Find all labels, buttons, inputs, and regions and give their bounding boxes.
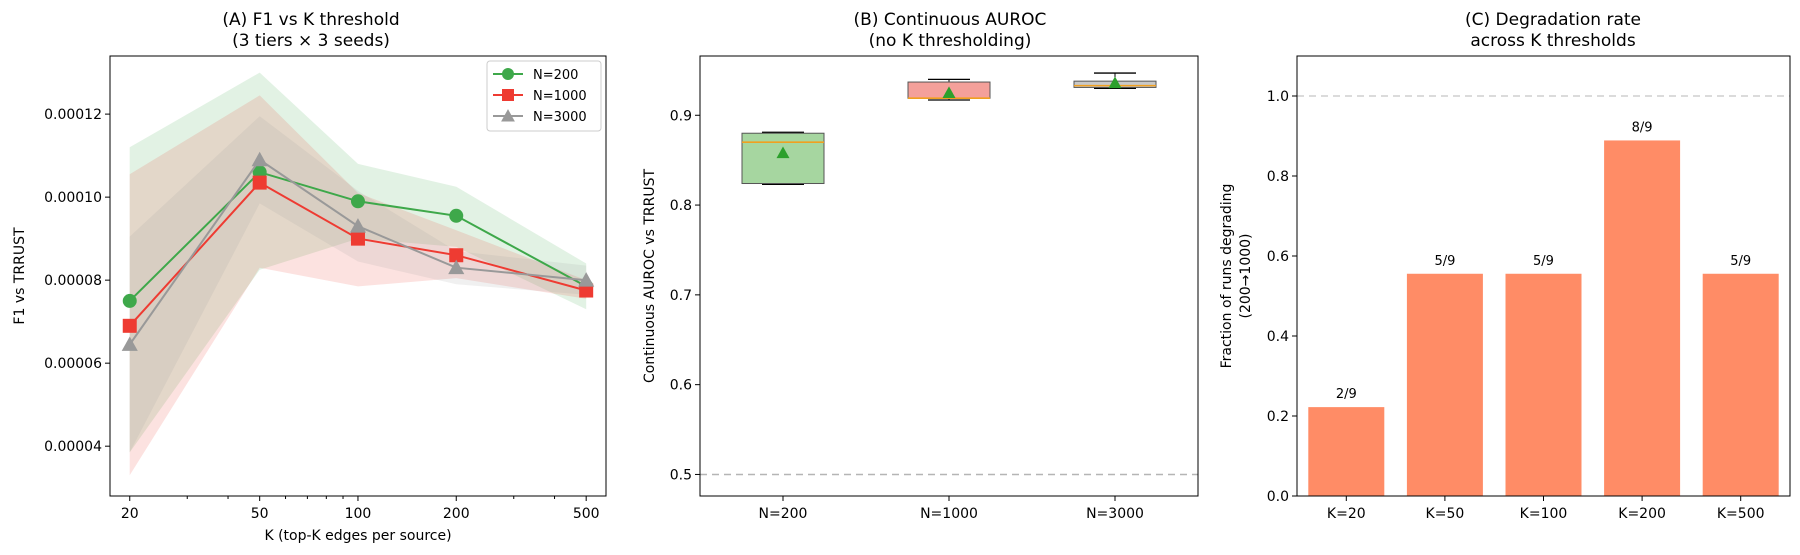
point-series-1-4 [579,283,594,298]
data-label-3: 8/9 [1632,120,1653,135]
point-series-2-2 [349,218,367,233]
legend-marker-2 [501,109,515,122]
x-tick-label-0: K=20 [1327,506,1366,522]
point-series-1-0 [122,318,137,333]
panel-b-title: (B) Continuous AUROC [854,10,1047,30]
panel-b-axes-frame [699,55,1199,497]
panel-a-x-label: K (top-K edges per source) [264,528,451,544]
legend-label-1: N=1000 [533,89,587,104]
legend-frame [486,60,602,132]
point-series-0-3 [449,208,464,223]
panel-b-y-ticks: 0.5 0.6 0.7 0.8 0.9 [670,108,700,483]
y-tick-label-5: 1.0 [1267,89,1289,105]
data-label-2: 5/9 [1533,254,1554,269]
panel-a-y-ticks: 0.00004 0.00006 0.00008 0.00010 0.00012 [44,107,110,455]
point-series-2-1 [251,151,268,167]
panel-b-y-label: Continuous AUROC vs TRRUST [642,169,658,383]
y-tick-label-1: 0.2 [1267,409,1289,425]
panel-c-x-ticks: K=20 K=50 K=100 K=200 K=500 [1327,496,1765,522]
y-tick-label-4: 0.00012 [44,107,102,123]
band-series-1 [129,95,587,476]
point-series-1-1 [252,175,267,190]
box-0 [741,132,825,185]
y-tick-label-3: 0.00010 [44,190,102,206]
y-tick-label-2: 0.7 [670,288,692,304]
x-tick-label-4: K=500 [1717,506,1765,522]
y-tick-label-2: 0.00008 [44,273,102,289]
box-mean-marker-2 [1108,76,1122,89]
x-tick-label-2: 100 [345,506,372,522]
panel-b-boxes [741,72,1157,186]
y-tick-label-3: 0.8 [670,198,692,214]
panel-a: (A) F1 vs K threshold (3 tiers × 3 seeds… [12,10,607,544]
data-label-4: 5/9 [1730,254,1751,269]
y-tick-label-1: 0.00006 [44,356,102,372]
panel-a-x-ticks: 20 50 100 200 500 [121,496,600,522]
panel-b: (B) Continuous AUROC (no K thresholding)… [642,10,1199,522]
point-series-2-4 [578,272,595,287]
point-series-2-3 [448,259,465,275]
panel-c-title: (C) Degradation rate [1465,10,1641,30]
x-tick-label-3: 200 [443,506,470,522]
legend-marker-1 [502,89,514,101]
bar-2 [1505,273,1582,496]
legend-label-2: N=3000 [533,110,587,125]
panel-c-subtitle: across K thresholds [1470,31,1636,51]
box-mean-marker-0 [776,146,790,159]
y-tick-label-0: 0.00004 [44,439,102,455]
panel-a-subtitle: (3 tiers × 3 seeds) [232,31,390,51]
x-tick-label-1: K=50 [1426,506,1465,522]
data-label-1: 5/9 [1434,254,1455,269]
panel-c-y-label: Fraction of runs degrading [1219,184,1235,369]
bar-3 [1604,140,1681,496]
point-series-0-2 [350,194,365,209]
panel-c-bars [1308,140,1779,496]
legend-label-0: N=200 [533,68,578,83]
y-tick-label-3: 0.6 [1267,249,1289,265]
y-tick-label-0: 0.0 [1267,489,1289,505]
bar-1 [1406,273,1483,496]
panel-a-legend: N=200 N=1000 N=3000 [486,60,602,132]
x-tick-label-4: 500 [573,506,600,522]
x-tick-label-1: 50 [251,506,269,522]
y-tick-label-2: 0.4 [1267,329,1289,345]
panel-c: (C) Degradation rate across K thresholds… [1219,10,1791,522]
panel-b-subtitle: (no K thresholding) [869,31,1032,51]
panel-a-lines [121,151,595,351]
point-series-2-0 [121,336,138,351]
band-series-0 [129,72,587,453]
x-tick-label-3: K=200 [1618,506,1666,522]
panel-b-x-ticks: N=200 N=1000 N=3000 [759,496,1144,522]
bar-4 [1702,273,1779,496]
y-tick-label-1: 0.6 [670,378,692,394]
x-tick-label-0: N=200 [759,506,808,522]
box-mean-marker-1 [942,86,956,99]
legend-items: N=200 N=1000 N=3000 [493,68,587,125]
point-series-0-0 [122,293,137,308]
panel-a-title: (A) F1 vs K threshold [222,10,399,30]
panel-c-y-ticks: 0.0 0.2 0.4 0.6 0.8 1.0 [1267,89,1297,505]
bar-0 [1308,407,1385,496]
panel-c-y-label-2: (200→1000) [1238,233,1254,318]
x-tick-label-2: N=3000 [1086,506,1144,522]
panel-a-y-label: F1 vs TRRUST [12,227,28,325]
y-tick-label-0: 0.5 [670,467,692,483]
y-tick-label-4: 0.9 [670,108,692,124]
point-series-1-3 [449,248,464,263]
point-series-1-2 [350,231,365,246]
x-tick-label-2: K=100 [1520,506,1568,522]
y-tick-label-4: 0.8 [1267,169,1289,185]
legend-marker-0 [502,68,514,80]
panel-c-data-labels: 2/9 5/9 5/9 8/9 5/9 [1336,120,1751,402]
x-tick-label-1: N=1000 [920,506,978,522]
x-tick-label-0: 20 [121,506,139,522]
data-label-0: 2/9 [1336,387,1357,402]
